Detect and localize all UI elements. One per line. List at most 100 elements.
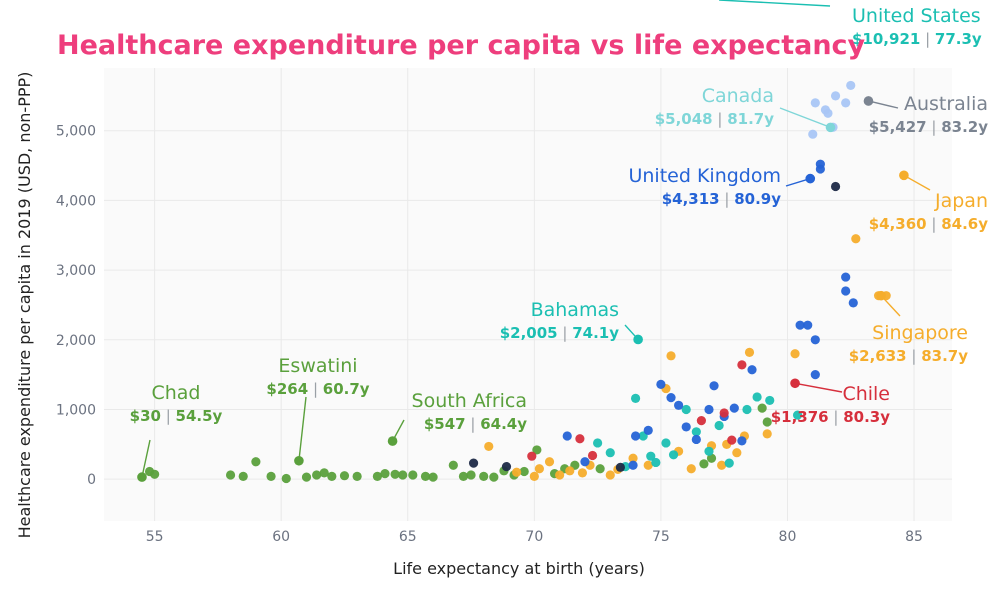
data-point-europe (666, 393, 676, 403)
data-point-africa (327, 471, 337, 481)
data-point-europe (709, 381, 719, 391)
plot-background (104, 68, 952, 521)
leader-line-chile (794, 382, 843, 393)
highlight-labels: United States $10,921 | 77.3y Canada $5,048… (130, 5, 989, 433)
data-point-europe (841, 286, 851, 296)
label-separator: | (713, 110, 728, 128)
label-separator: | (558, 324, 573, 342)
leader-line-united-states (719, 0, 831, 7)
label-value-chad: $30 | 54.5y (130, 407, 223, 425)
label-value-australia: $5,427 | 83.2y (869, 118, 988, 136)
data-point-africa (339, 471, 350, 481)
data-point-latin_america (714, 420, 724, 431)
label-separator: | (308, 380, 323, 398)
x-tick-label: 75 (652, 529, 670, 545)
data-point-latin_america (651, 457, 661, 468)
data-point-asia (529, 471, 539, 481)
data-point-africa (428, 472, 438, 482)
leader-line-chad (141, 439, 151, 478)
data-point-europe (681, 422, 691, 432)
data-point-asia (744, 347, 755, 357)
y-tick-label: 2,000 (56, 333, 96, 349)
data-point-europe (580, 457, 590, 467)
data-point-dark (830, 181, 841, 192)
label-value-united-kingdom: $4,313 | 80.9y (662, 190, 781, 208)
y-tick-label: 3,000 (56, 263, 96, 279)
y-tick-label: 0 (87, 472, 96, 488)
data-point-dark (501, 462, 512, 472)
data-point-latin_america (630, 393, 641, 403)
label-value-canada: $5,048 | 81.7y (655, 110, 774, 128)
data-point-europe_light (846, 80, 856, 91)
label-separator: | (720, 190, 735, 208)
data-point-red (587, 450, 598, 461)
data-point-europe (795, 320, 805, 330)
highlight-point-united-kingdom (805, 173, 816, 184)
grid (104, 68, 952, 521)
data-point-asia (605, 470, 615, 480)
data-point-africa (301, 472, 312, 482)
data-point-dark (468, 458, 479, 468)
label-spend-bahamas: $2,005 (500, 324, 558, 342)
data-point-europe (737, 436, 747, 446)
label-spend-japan: $4,360 (869, 215, 927, 233)
data-point-europe_light (810, 98, 820, 108)
data-point-red (719, 408, 729, 418)
data-point-red (696, 416, 706, 426)
data-point-asia (762, 429, 772, 439)
data-point-africa (448, 460, 458, 470)
data-point-africa (408, 470, 418, 480)
data-point-red (575, 434, 585, 444)
data-point-europe (656, 379, 666, 390)
data-point-europe (815, 159, 825, 169)
data-point-asia (732, 448, 742, 458)
leader-line-canada (779, 107, 831, 129)
label-value-united-states: $10,921 | 77.3y (852, 30, 982, 48)
data-point-africa (372, 471, 382, 481)
data-point-africa (225, 470, 236, 480)
data-point-red (727, 435, 737, 445)
data-point-africa (398, 470, 408, 480)
data-point-asia (512, 467, 522, 477)
data-point-latin_america (681, 404, 691, 415)
label-name-chile: Chile (842, 383, 890, 405)
label-life-canada: 81.7y (727, 110, 774, 128)
y-axis-ticks: 0 1,000 2,000 3,000 4,000 5,000 (56, 124, 96, 488)
data-point-africa (312, 470, 322, 480)
label-value-chile: $1,376 | 80.3y (771, 408, 890, 426)
label-name-singapore: Singapore (872, 322, 968, 344)
data-point-asia (484, 441, 494, 452)
data-point-latin_america (704, 446, 714, 456)
data-point-latin_america (668, 450, 679, 460)
data-point-europe (691, 434, 701, 445)
label-spend-south-africa: $547 (424, 415, 466, 433)
label-life-united-states: 77.3y (935, 30, 982, 48)
data-point-latin_america (752, 392, 762, 402)
data-point-europe_light (830, 91, 841, 101)
label-life-chad: 54.5y (176, 407, 223, 425)
data-point-latin_america (593, 438, 603, 448)
data-point-europe (848, 298, 858, 308)
label-spend-chad: $30 (130, 407, 161, 425)
label-spend-chile: $1,376 (771, 408, 829, 426)
data-point-africa (281, 473, 291, 484)
data-point-africa (466, 470, 476, 480)
label-life-bahamas: 74.1y (572, 324, 619, 342)
data-point-africa (150, 469, 160, 479)
data-point-europe (841, 272, 851, 282)
x-tick-label: 70 (525, 529, 543, 545)
data-point-dark (615, 462, 625, 472)
leader-line-eswatini (298, 396, 307, 461)
label-separator: | (927, 215, 942, 233)
label-value-singapore: $2,633 | 83.7y (849, 347, 968, 365)
x-axis-label: Life expectancy at birth (years) (393, 559, 645, 578)
highlight-point-eswatini (294, 455, 304, 466)
data-point-asia (851, 234, 861, 244)
label-spend-united-kingdom: $4,313 (662, 190, 720, 208)
label-name-chad: Chad (151, 382, 200, 404)
x-tick-label: 65 (399, 529, 417, 545)
data-point-asia (565, 466, 575, 476)
data-point-asia (666, 351, 676, 361)
data-point-latin_america (661, 438, 671, 448)
